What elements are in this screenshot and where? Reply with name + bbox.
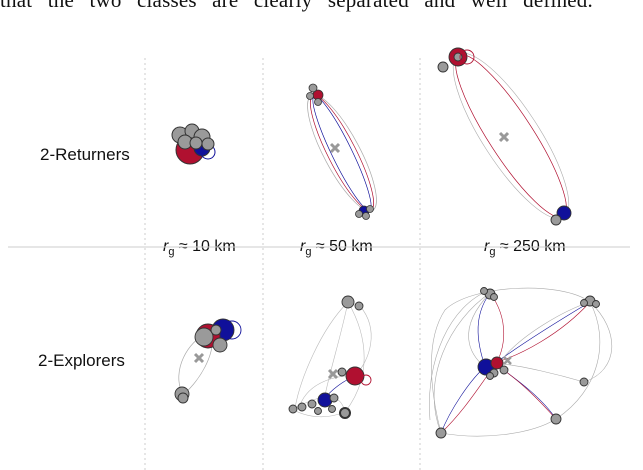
trip-arc xyxy=(440,366,486,434)
trip-loop xyxy=(360,374,372,386)
grid-dividers xyxy=(8,58,630,470)
location xyxy=(314,98,322,106)
location xyxy=(550,214,562,226)
second-location xyxy=(317,392,333,408)
location xyxy=(355,210,363,218)
trip-arc xyxy=(452,52,570,220)
x-mark-icon xyxy=(498,131,510,143)
trip-arc xyxy=(489,292,505,366)
location xyxy=(212,337,228,353)
panel-explorers-250km xyxy=(429,287,613,439)
radius-subscript: g xyxy=(168,246,175,259)
trip-arc xyxy=(294,301,349,409)
location xyxy=(579,377,589,387)
location xyxy=(437,61,449,73)
location xyxy=(288,404,298,414)
trip-arc xyxy=(431,287,591,434)
trip-arc xyxy=(312,95,372,211)
location xyxy=(307,399,317,409)
trip-arc xyxy=(323,301,349,401)
location xyxy=(486,372,494,380)
row-label-returners: 2-Returners xyxy=(40,145,130,164)
location xyxy=(177,392,189,404)
panel-returners-10km xyxy=(171,123,216,165)
location xyxy=(480,287,488,295)
location xyxy=(435,427,447,439)
trip-arc xyxy=(499,363,585,383)
location xyxy=(314,407,322,415)
panel-returners-50km xyxy=(306,83,377,220)
second-location xyxy=(556,205,572,221)
location xyxy=(308,83,318,93)
trip-arc xyxy=(496,301,591,363)
trip-arc xyxy=(429,289,491,421)
location xyxy=(550,413,562,425)
home-location xyxy=(490,356,504,370)
location xyxy=(339,407,351,419)
x-mark-icon xyxy=(327,368,339,380)
trip-loop xyxy=(222,320,242,340)
location xyxy=(366,205,374,213)
location xyxy=(297,402,307,412)
trip-arc xyxy=(344,301,365,413)
trip-arc xyxy=(455,54,567,218)
trip-arc xyxy=(354,305,372,377)
trip-arc xyxy=(307,94,377,212)
location xyxy=(499,365,509,375)
location xyxy=(306,92,314,100)
x-mark-icon xyxy=(329,142,341,154)
trip-arc xyxy=(583,301,613,383)
trip-arc xyxy=(468,292,491,368)
panel-explorers-10km xyxy=(174,318,242,404)
location xyxy=(362,212,370,220)
panel-explorers-50km xyxy=(288,295,372,419)
location xyxy=(328,405,336,413)
x-mark-icon xyxy=(503,356,512,365)
trip-arc xyxy=(477,292,491,368)
panel-returners-250km xyxy=(437,47,572,226)
row-label-explorers: 2-Explorers xyxy=(38,351,125,370)
location xyxy=(189,136,203,150)
location xyxy=(341,295,355,309)
radius-subscript: g xyxy=(305,246,312,259)
trip-loop xyxy=(459,49,475,65)
location xyxy=(329,393,339,403)
location xyxy=(201,137,215,151)
trip-arc xyxy=(440,418,557,437)
paper-body-text-fragment: that the two classes are clearly separat… xyxy=(0,0,593,12)
location xyxy=(337,367,347,377)
location xyxy=(490,293,498,301)
trip-arc xyxy=(433,292,491,434)
trip-arc xyxy=(499,301,591,363)
location xyxy=(194,327,214,347)
home-location xyxy=(345,366,365,386)
trip-arc xyxy=(310,95,374,211)
trip-arc xyxy=(496,301,591,363)
location xyxy=(354,301,364,311)
x-mark-icon xyxy=(193,352,205,364)
location xyxy=(580,299,588,307)
location xyxy=(210,324,222,336)
location xyxy=(592,300,600,308)
radius-subscript: g xyxy=(489,246,496,259)
trip-arc xyxy=(555,301,601,420)
